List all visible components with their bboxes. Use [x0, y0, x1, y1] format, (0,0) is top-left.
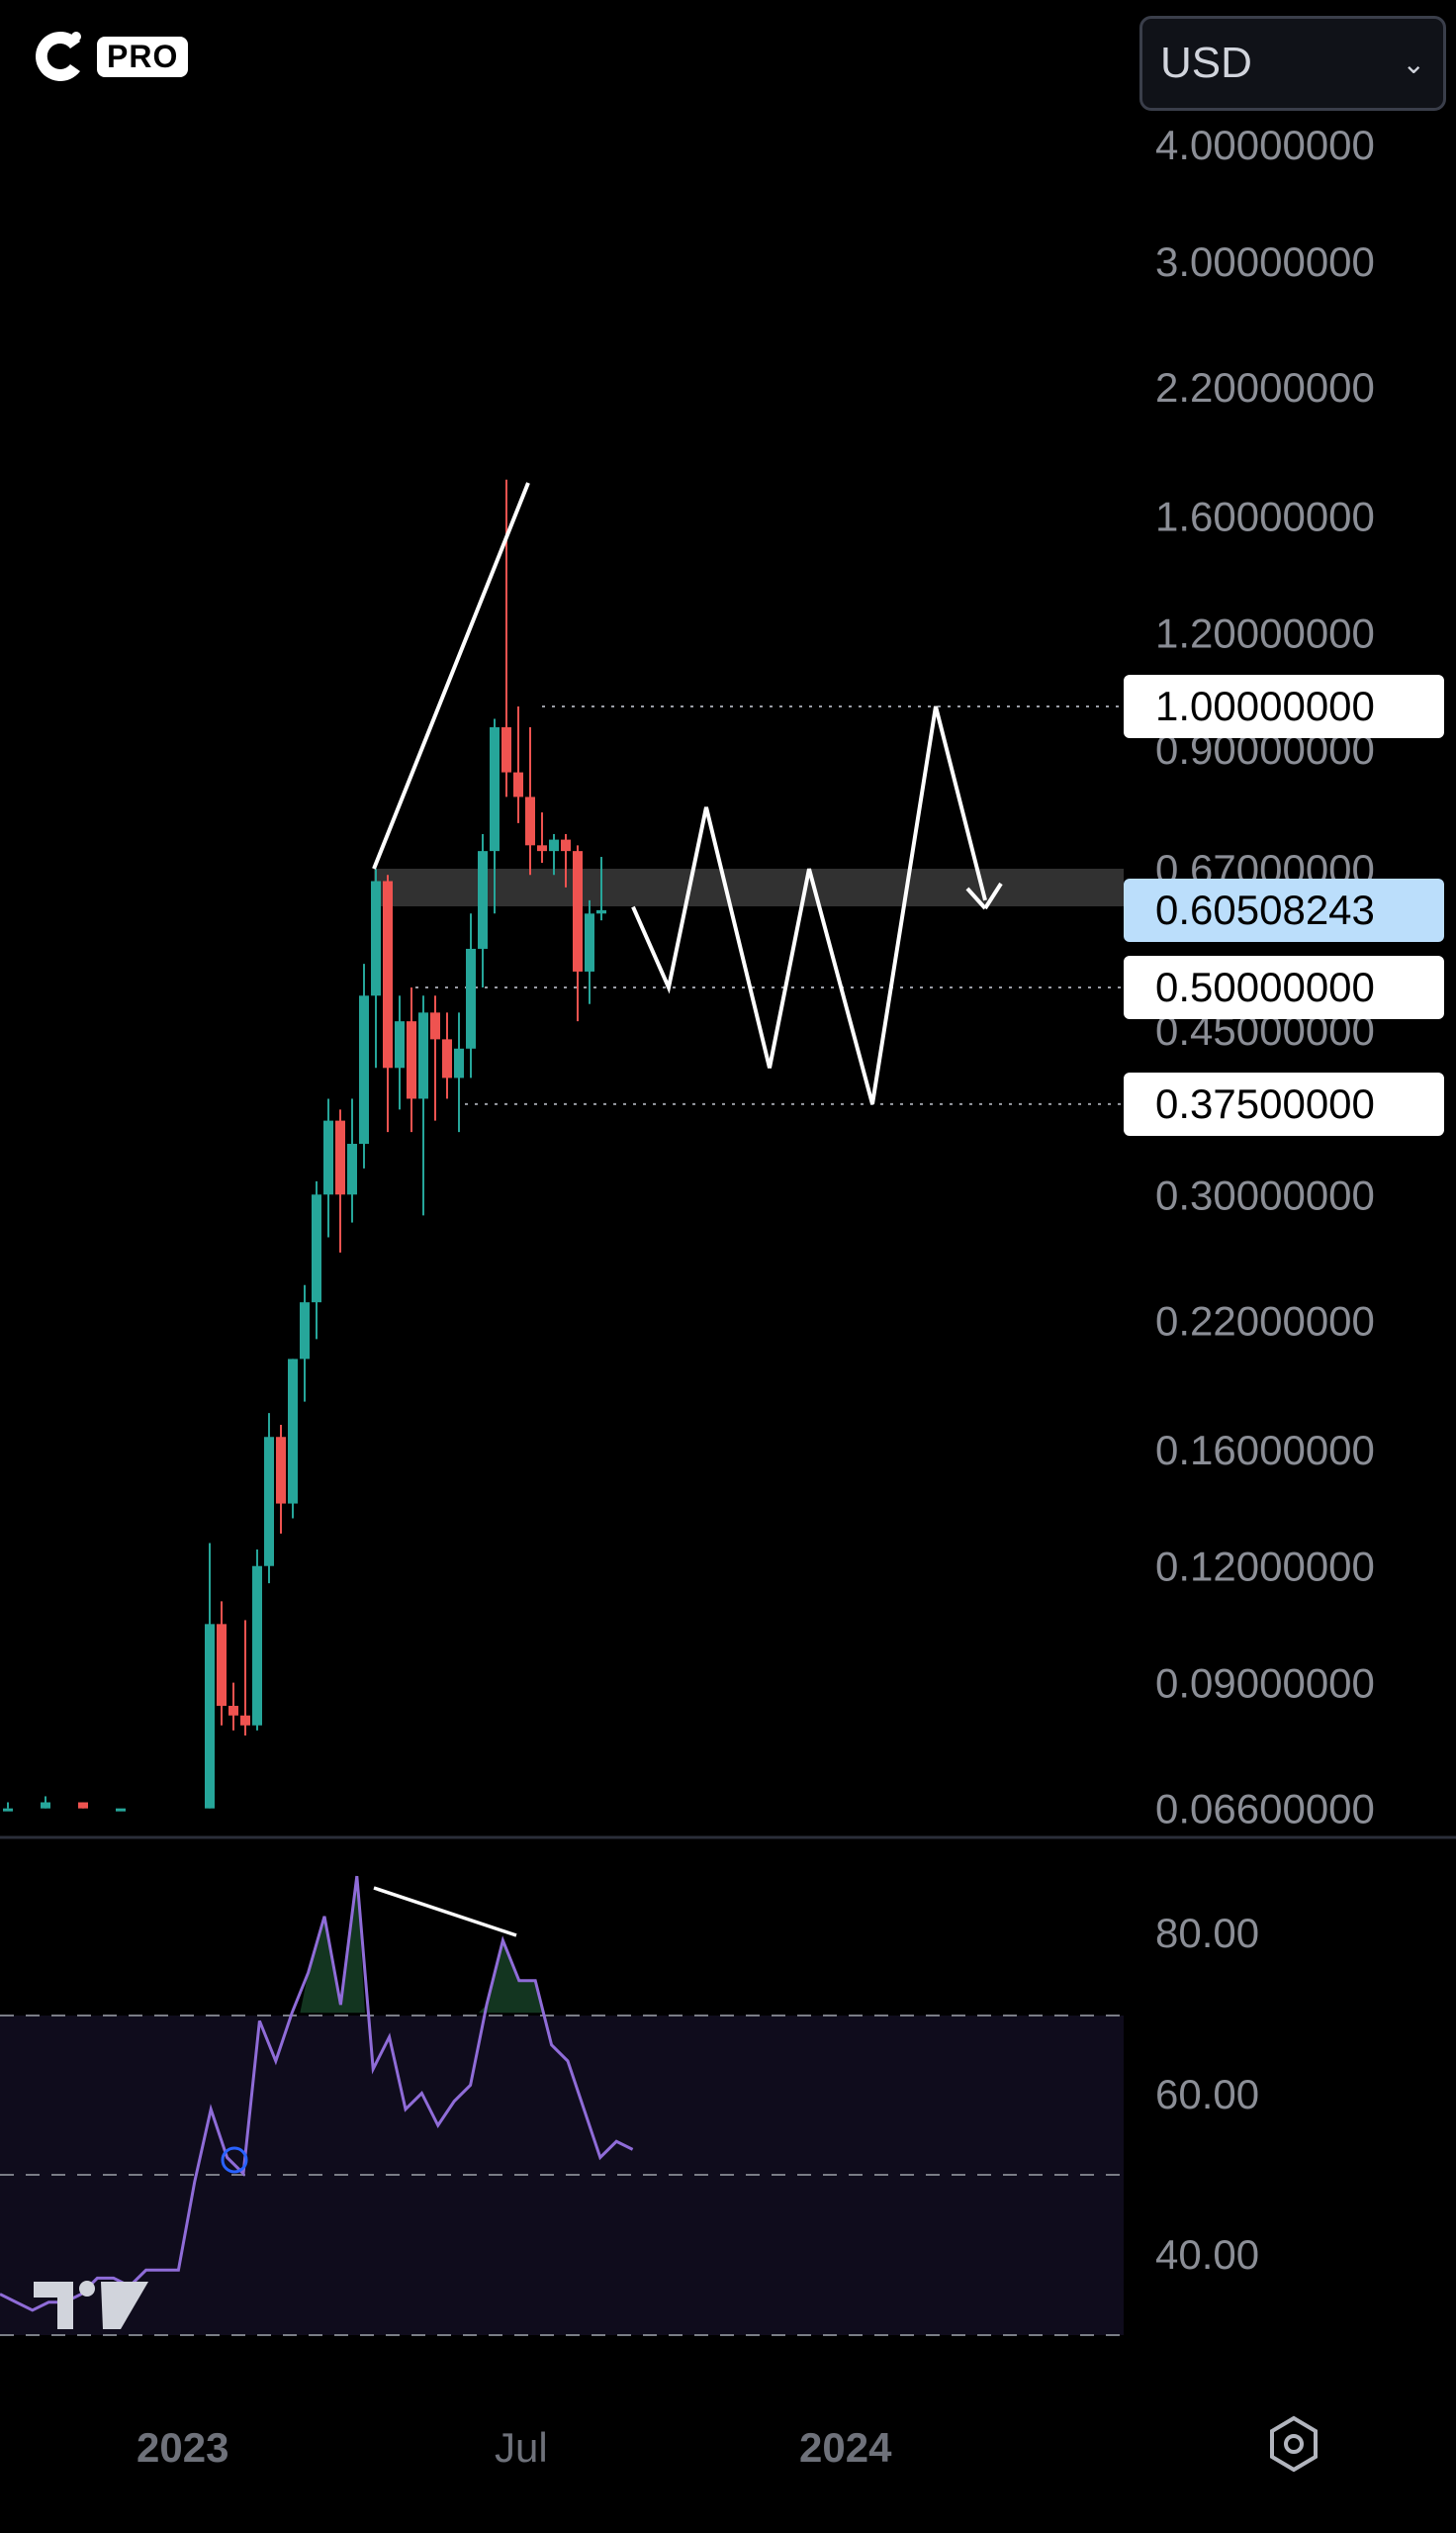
candle-body [276, 1437, 286, 1504]
tradingview-watermark-icon [34, 2281, 148, 2329]
candle-body [335, 1120, 345, 1195]
candle-body [288, 1359, 298, 1504]
candle-body [371, 881, 381, 996]
candle-body [490, 727, 500, 852]
level-label-text: 1.00000000 [1155, 683, 1375, 729]
candle-body [217, 1624, 227, 1707]
price-tick: 0.09000000 [1155, 1660, 1375, 1707]
price-tick: 0.22000000 [1155, 1297, 1375, 1344]
rsi-divergence-line[interactable] [373, 1886, 517, 1937]
candle-body [205, 1624, 215, 1809]
rsi-tick: 80.00 [1155, 1910, 1259, 1956]
candle-body [252, 1565, 262, 1726]
candle-body [418, 1012, 428, 1099]
candle-body [395, 1021, 405, 1069]
level-label-text: 0.37500000 [1155, 1080, 1375, 1127]
settings-icon[interactable] [1264, 2414, 1323, 2474]
candle-body [41, 1802, 50, 1809]
current-price-label[interactable]: 0.60508243 [1124, 879, 1444, 942]
candle-body [323, 1120, 333, 1195]
candle-body [78, 1802, 88, 1809]
candles [3, 479, 606, 1812]
rsi-axis[interactable]: 80.00 60.00 40.00 [1155, 1910, 1259, 2278]
currency-select[interactable]: USD ⌄ [1139, 16, 1446, 111]
candle-body [466, 948, 476, 1049]
price-tick: 0.16000000 [1155, 1427, 1375, 1473]
candle-body [116, 1808, 126, 1812]
candle-body [264, 1437, 274, 1566]
candle-body [3, 1808, 13, 1812]
candle-body [300, 1302, 310, 1360]
time-label-2023: 2023 [136, 2424, 228, 2471]
candle-body [585, 913, 594, 972]
price-tick: 0.06600000 [1155, 1786, 1375, 1832]
app-logo[interactable]: PRO [30, 24, 189, 89]
candle-body [573, 851, 583, 972]
price-tick: 2.20000000 [1155, 364, 1375, 411]
candle-body [549, 839, 559, 852]
candle-body [596, 909, 606, 914]
rsi-cross-marker[interactable] [221, 2146, 248, 2174]
level-label-1[interactable]: 1.00000000 [1124, 675, 1444, 738]
candle-body [501, 727, 511, 773]
candle-body [525, 797, 535, 846]
rsi-tick: 40.00 [1155, 2231, 1259, 2278]
time-axis[interactable]: 2023 Jul 2024 [136, 2424, 892, 2471]
candle-body [513, 772, 523, 797]
impulse-trendline[interactable] [372, 482, 530, 870]
price-tick: 3.00000000 [1155, 238, 1375, 285]
candle-body [407, 1021, 416, 1099]
candle-body [228, 1706, 238, 1716]
price-levels [415, 705, 1124, 1105]
candle-body [359, 995, 369, 1145]
candle-body [430, 1012, 440, 1040]
candle-body [442, 1039, 452, 1079]
rsi-tick: 60.00 [1155, 2071, 1259, 2117]
candle-body [537, 845, 547, 852]
price-tick: 1.20000000 [1155, 610, 1375, 656]
rsi-line [0, 1875, 634, 2312]
candle-body [478, 851, 488, 949]
time-label-jul: Jul [495, 2424, 548, 2471]
currency-value: USD [1160, 39, 1252, 87]
candle-body [454, 1048, 464, 1079]
projection-path[interactable] [631, 705, 987, 1105]
pro-badge: PRO [97, 36, 189, 77]
level-label-text: 0.50000000 [1155, 964, 1375, 1010]
projection-arrowhead [965, 882, 1003, 910]
logo-c-icon [36, 32, 81, 81]
price-tick: 4.00000000 [1155, 122, 1375, 168]
chevron-down-icon: ⌄ [1402, 47, 1425, 79]
rsi-overbought-fill [300, 1876, 544, 2014]
current-price-text: 0.60508243 [1155, 887, 1375, 933]
level-label-2[interactable]: 0.50000000 [1124, 956, 1444, 1019]
time-label-2024: 2024 [799, 2424, 892, 2471]
candle-body [240, 1715, 250, 1726]
candle-body [383, 881, 393, 1069]
price-tick: 0.12000000 [1155, 1544, 1375, 1590]
price-tick: 0.30000000 [1155, 1172, 1375, 1218]
candle-body [312, 1194, 321, 1303]
price-tick: 1.60000000 [1155, 493, 1375, 539]
level-label-3[interactable]: 0.37500000 [1124, 1073, 1444, 1136]
candle-body [561, 839, 571, 852]
candle-body [347, 1144, 357, 1195]
